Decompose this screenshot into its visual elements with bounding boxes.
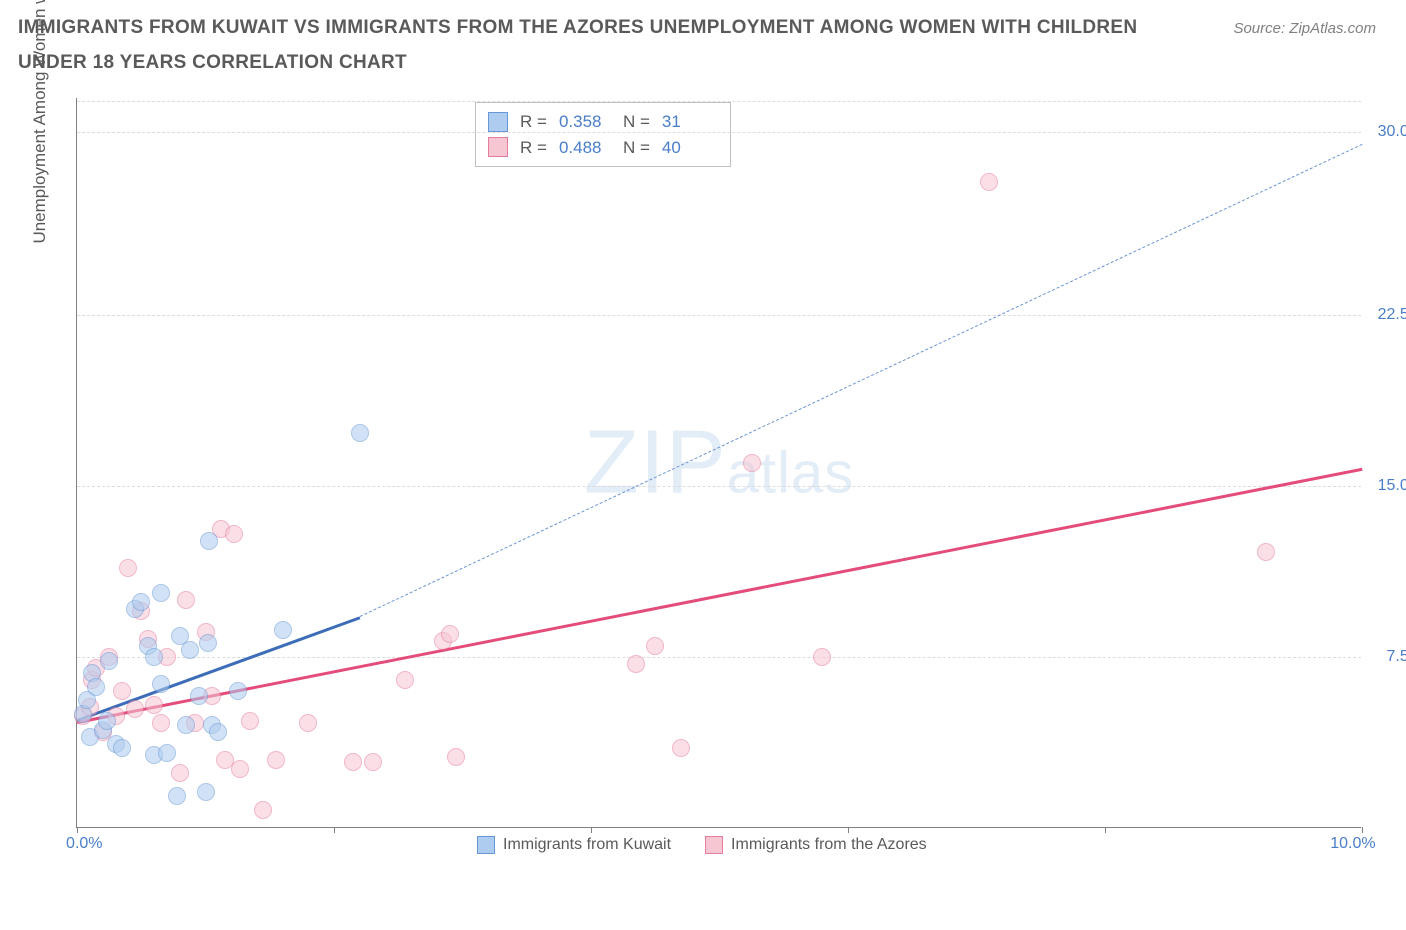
legend-stats-row-kuwait: R = 0.358 N = 31 xyxy=(488,109,714,135)
data-point-kuwait xyxy=(209,723,227,741)
trend-line xyxy=(359,144,1362,617)
legend-item-azores: Immigrants from the Azores xyxy=(705,836,927,854)
x-tick xyxy=(848,827,849,833)
x-tick xyxy=(77,827,78,833)
data-point-kuwait xyxy=(177,716,195,734)
chart-area: Unemployment Among Women with Children U… xyxy=(50,98,1370,858)
watermark: ZIPatlas xyxy=(584,411,855,514)
stat-n-value-azores: 40 xyxy=(662,135,714,161)
gridline xyxy=(77,657,1361,658)
data-point-azores xyxy=(171,764,189,782)
data-point-azores xyxy=(267,751,285,769)
data-point-azores xyxy=(980,173,998,191)
data-point-kuwait xyxy=(199,634,217,652)
data-point-kuwait xyxy=(229,682,247,700)
gridline xyxy=(77,315,1361,316)
data-point-azores xyxy=(152,714,170,732)
y-tick-label: 22.5% xyxy=(1378,306,1406,324)
data-point-azores xyxy=(344,753,362,771)
data-point-azores xyxy=(177,591,195,609)
legend-label-kuwait: Immigrants from Kuwait xyxy=(503,836,671,854)
data-point-azores xyxy=(743,454,761,472)
data-point-kuwait xyxy=(132,593,150,611)
data-point-azores xyxy=(145,696,163,714)
swatch-kuwait xyxy=(488,112,508,132)
swatch-kuwait xyxy=(477,836,495,854)
y-tick-label: 30.0% xyxy=(1378,123,1406,141)
data-point-azores xyxy=(364,753,382,771)
plot-region: ZIPatlas R = 0.358 N = 31 R = 0.488 N = … xyxy=(76,98,1361,828)
stat-r-value-azores: 0.488 xyxy=(559,135,611,161)
legend-stats-box: R = 0.358 N = 31 R = 0.488 N = 40 xyxy=(475,102,731,167)
stat-n-value-kuwait: 31 xyxy=(662,109,714,135)
gridline xyxy=(77,132,1361,133)
data-point-kuwait xyxy=(100,652,118,670)
stat-r-value-kuwait: 0.358 xyxy=(559,109,611,135)
source-label: Source: ZipAtlas.com xyxy=(1233,20,1376,37)
trend-line xyxy=(76,616,360,721)
gridline xyxy=(77,101,1361,102)
data-point-azores xyxy=(126,700,144,718)
x-tick xyxy=(1105,827,1106,833)
stat-n-label: N = xyxy=(623,109,650,135)
data-point-kuwait xyxy=(152,675,170,693)
legend-item-kuwait: Immigrants from Kuwait xyxy=(477,836,671,854)
x-tick-label: 10.0% xyxy=(1330,835,1375,853)
data-point-azores xyxy=(241,712,259,730)
data-point-azores xyxy=(441,625,459,643)
x-tick-label: 0.0% xyxy=(66,835,102,853)
trend-line xyxy=(77,468,1363,724)
data-point-azores xyxy=(231,760,249,778)
swatch-azores xyxy=(705,836,723,854)
stat-r-label: R = xyxy=(520,135,547,161)
data-point-azores xyxy=(119,559,137,577)
y-tick-label: 7.5% xyxy=(1387,648,1406,666)
gridline xyxy=(77,486,1361,487)
data-point-azores xyxy=(113,682,131,700)
data-point-kuwait xyxy=(98,712,116,730)
data-point-azores xyxy=(672,739,690,757)
legend-label-azores: Immigrants from the Azores xyxy=(731,836,927,854)
data-point-kuwait xyxy=(145,648,163,666)
chart-title: IMMIGRANTS FROM KUWAIT VS IMMIGRANTS FRO… xyxy=(18,10,1148,80)
data-point-kuwait xyxy=(113,739,131,757)
data-point-azores xyxy=(813,648,831,666)
legend-bottom: Immigrants from Kuwait Immigrants from t… xyxy=(477,836,927,854)
data-point-kuwait xyxy=(351,424,369,442)
data-point-kuwait xyxy=(87,678,105,696)
data-point-azores xyxy=(396,671,414,689)
y-tick-label: 15.0% xyxy=(1378,477,1406,495)
swatch-azores xyxy=(488,137,508,157)
data-point-kuwait xyxy=(190,687,208,705)
data-point-azores xyxy=(254,801,272,819)
data-point-azores xyxy=(299,714,317,732)
data-point-kuwait xyxy=(274,621,292,639)
x-tick xyxy=(591,827,592,833)
y-axis-title: Unemployment Among Women with Children U… xyxy=(30,0,50,244)
data-point-azores xyxy=(1257,543,1275,561)
data-point-azores xyxy=(447,748,465,766)
data-point-kuwait xyxy=(197,783,215,801)
data-point-kuwait xyxy=(158,744,176,762)
data-point-azores xyxy=(646,637,664,655)
stat-n-label: N = xyxy=(623,135,650,161)
stat-r-label: R = xyxy=(520,109,547,135)
data-point-kuwait xyxy=(181,641,199,659)
data-point-kuwait xyxy=(152,584,170,602)
x-tick xyxy=(1362,827,1363,833)
data-point-kuwait xyxy=(168,787,186,805)
legend-stats-row-azores: R = 0.488 N = 40 xyxy=(488,135,714,161)
x-tick xyxy=(334,827,335,833)
data-point-kuwait xyxy=(200,532,218,550)
data-point-azores xyxy=(225,525,243,543)
data-point-azores xyxy=(627,655,645,673)
